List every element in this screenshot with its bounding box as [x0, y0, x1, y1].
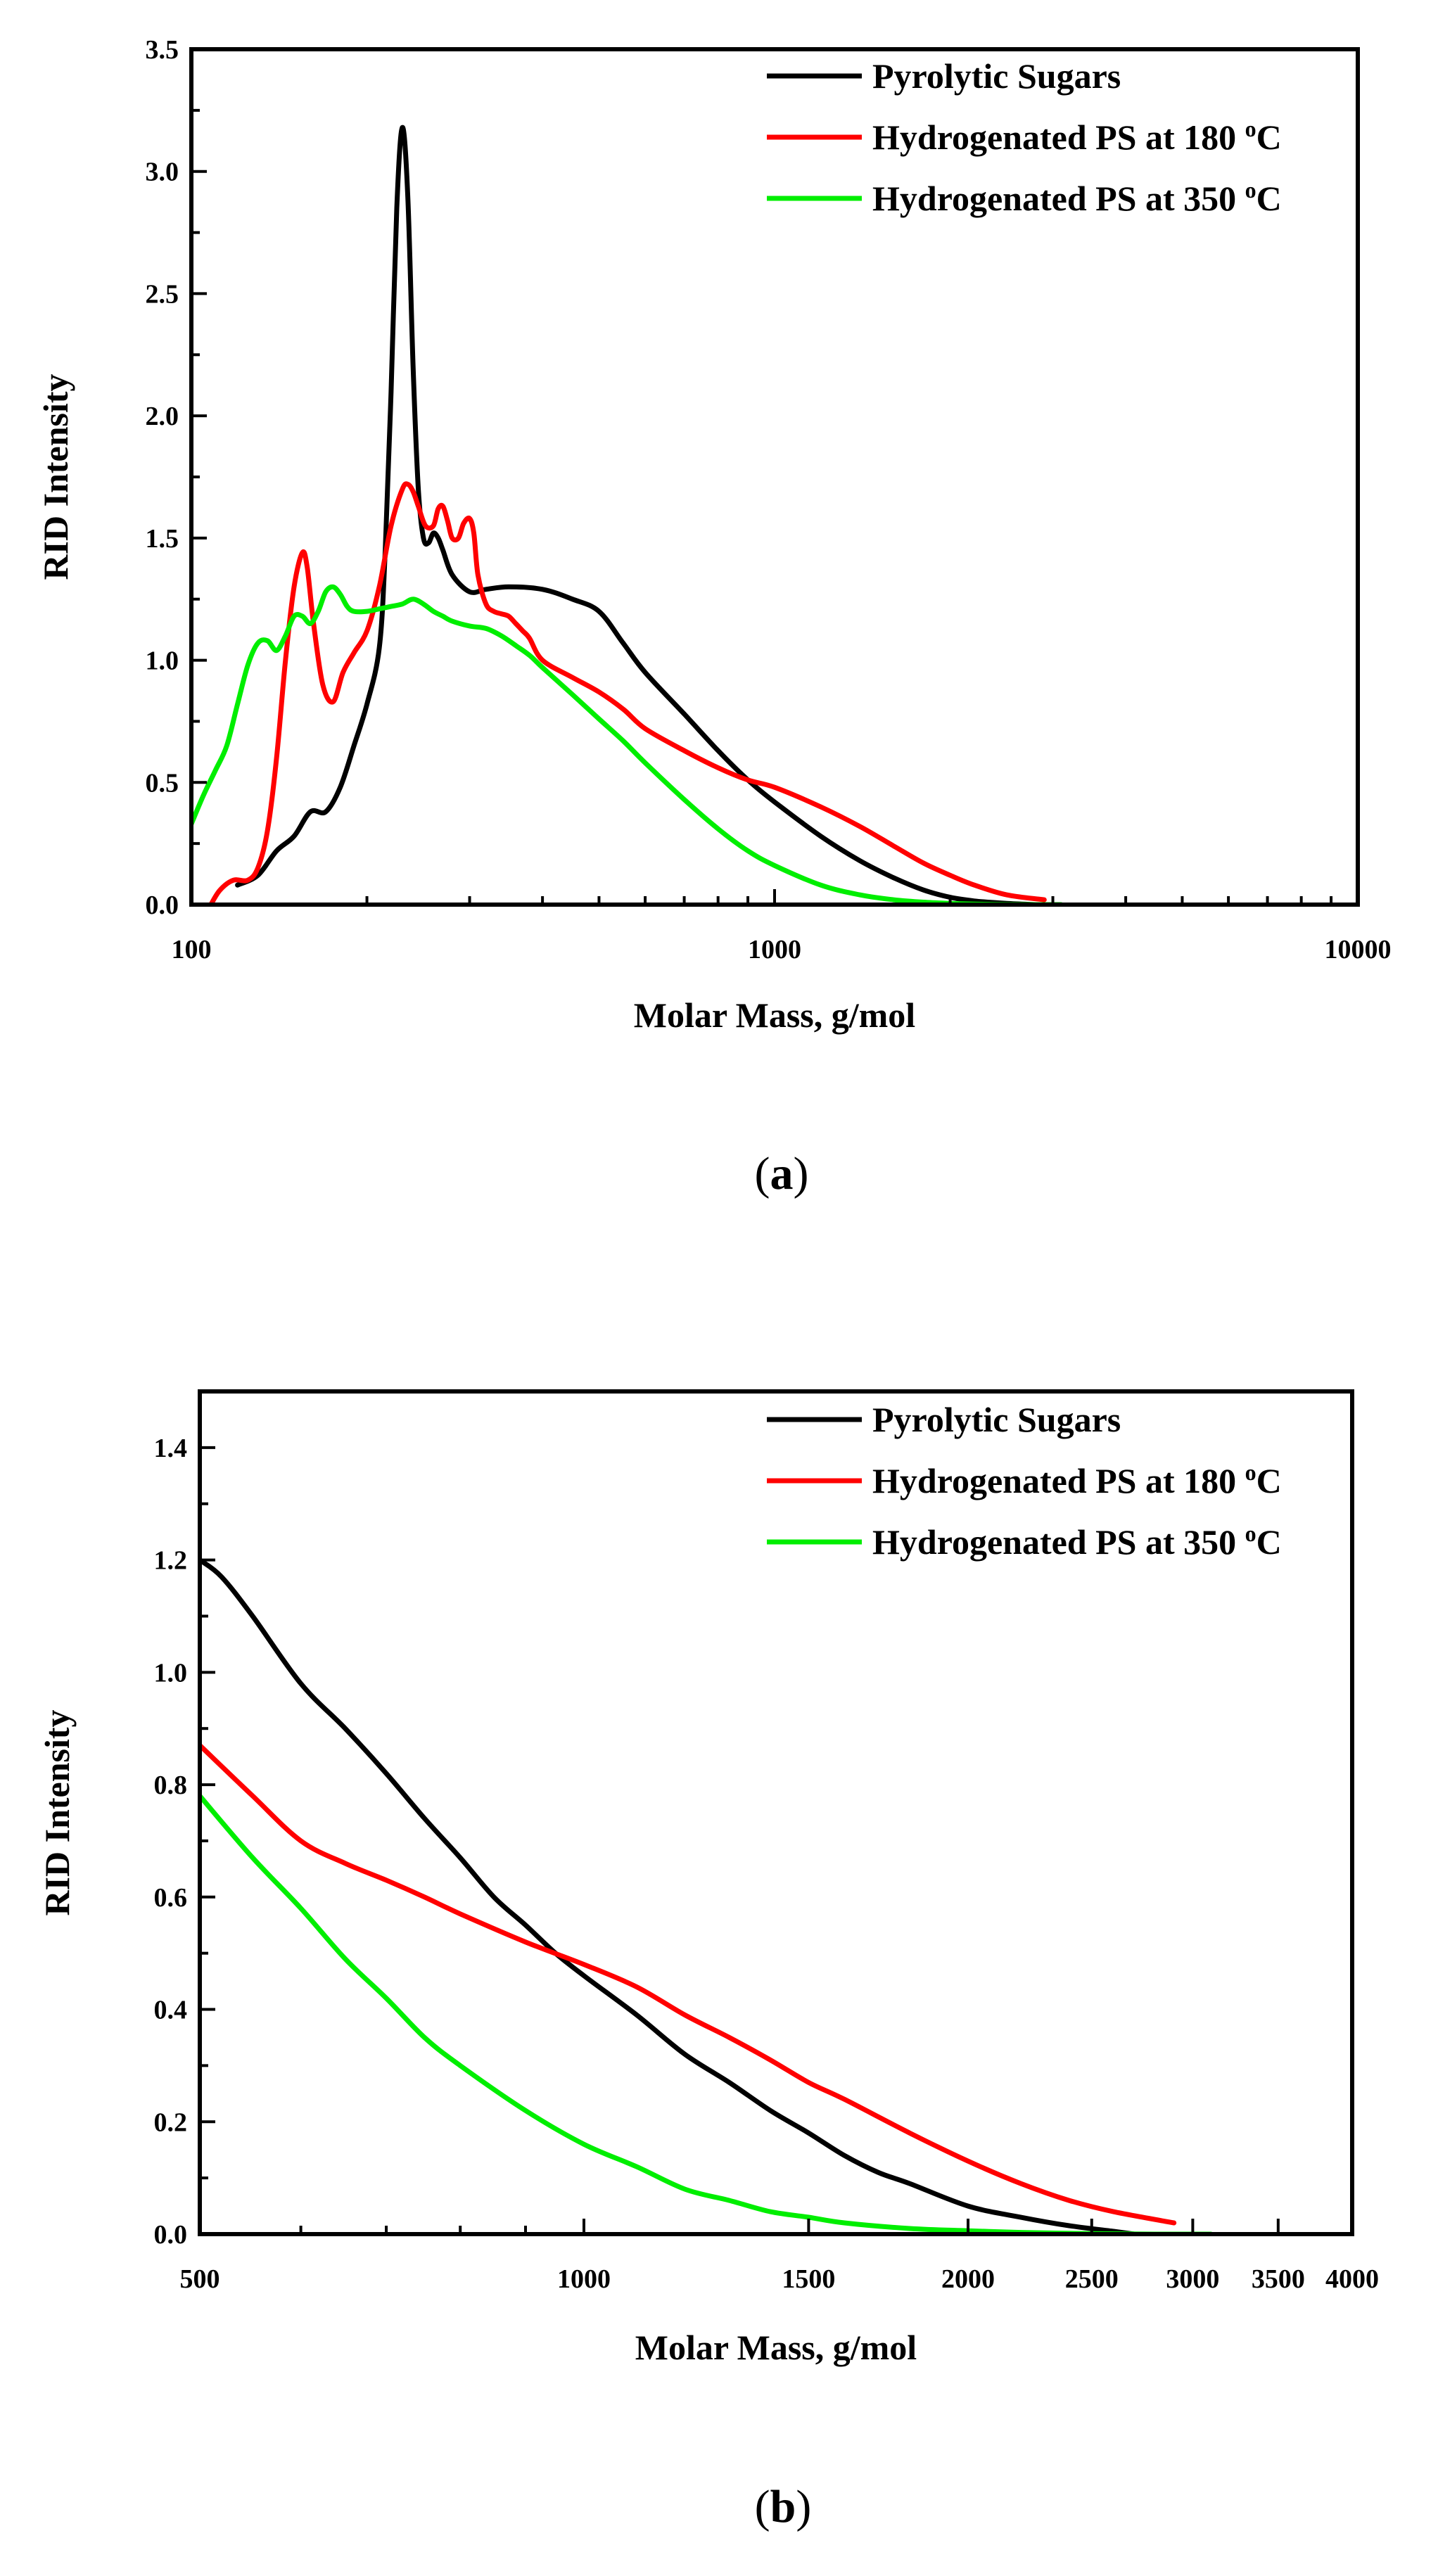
chart-panel-a: 100 1000 10000 0.0 0.5 1.0 1.5 2.0 2.5 3.0 3.5 Pyr…	[36, 35, 1392, 1199]
legend-label: Hydrogenated PS at 350 oC	[872, 1521, 1282, 1562]
series-layer-b	[200, 1557, 1214, 2234]
x-tick-label: 2000	[941, 2264, 995, 2294]
series-layer-a	[191, 125, 1064, 905]
series-line-1	[200, 1557, 1137, 2234]
plot-frame-b	[198, 1389, 1354, 2236]
plot-frame-a	[189, 47, 1360, 907]
ticks-layer-a: 100 1000 10000 0.0 0.5 1.0 1.5 2.0 2.5 3.0 3.5	[146, 35, 1392, 964]
y-tick-label: 0.2	[154, 2108, 188, 2137]
y-tick-label: 1.0	[154, 1658, 188, 1688]
y-tick-label: 0.5	[146, 768, 179, 798]
legend-label: Hydrogenated PS at 350 oC	[872, 177, 1282, 218]
panel-caption-b: (b)	[755, 2481, 812, 2532]
y-tick-label: 2.0	[146, 402, 179, 431]
y-tick-label: 0.0	[146, 891, 179, 920]
y-tick-label: 2.5	[146, 279, 179, 309]
series-line-1	[235, 125, 1038, 905]
x-tick-label: 3500	[1252, 2264, 1305, 2294]
y-tick-label: 0.4	[154, 1996, 188, 2025]
legend-label: Hydrogenated PS at 180 oC	[872, 1460, 1282, 1500]
y-tick-label: 1.4	[154, 1434, 188, 1463]
series-line-2	[200, 1742, 1177, 2226]
y-tick-label: 1.0	[146, 646, 179, 676]
x-tick-label: 500	[180, 2264, 220, 2294]
series-line-2	[208, 481, 1047, 905]
y-axis-label-b: RID Intensity	[37, 1709, 77, 1915]
x-tick-label: 3000	[1166, 2264, 1219, 2294]
x-tick-label: 100	[172, 935, 212, 964]
ticks-layer-b: 500 1000 1500 2000 2500 3000 3500 4000 0.0 0.2 0.4…	[154, 1434, 1380, 2294]
x-tick-label: 1000	[748, 935, 801, 964]
chart-panel-b: 500 1000 1500 2000 2500 3000 3500 4000 0.0 0.2 0.4…	[37, 1389, 1380, 2532]
y-tick-label: 1.5	[146, 524, 179, 554]
series-line-3	[191, 584, 1064, 905]
legend-label: Pyrolytic Sugars	[872, 56, 1121, 96]
series-line-3	[200, 1793, 1214, 2234]
legend-a: Pyrolytic Sugars Hydrogenated PS at 180 o…	[767, 56, 1282, 218]
x-tick-label: 2500	[1065, 2264, 1119, 2294]
y-tick-label: 3.5	[146, 35, 179, 65]
x-tick-label: 4000	[1325, 2264, 1379, 2294]
x-axis-label-b: Molar Mass, g/mol	[635, 2328, 917, 2367]
y-tick-label: 3.0	[146, 158, 179, 187]
panel-caption-a: (a)	[755, 1148, 809, 1199]
legend-label: Pyrolytic Sugars	[872, 1400, 1121, 1439]
y-axis-label-a: RID Intensity	[36, 374, 75, 580]
legend-b: Pyrolytic Sugars Hydrogenated PS at 180 o…	[767, 1400, 1282, 1562]
y-tick-label: 1.2	[154, 1546, 188, 1576]
legend-label: Hydrogenated PS at 180 oC	[872, 116, 1282, 157]
y-tick-label: 0.0	[154, 2220, 188, 2250]
x-tick-label: 1500	[782, 2264, 835, 2294]
x-tick-label: 10000	[1325, 935, 1392, 964]
y-tick-label: 0.6	[154, 1883, 188, 1913]
x-axis-label-a: Molar Mass, g/mol	[634, 995, 916, 1035]
y-tick-label: 0.8	[154, 1771, 188, 1800]
x-tick-label: 1000	[557, 2264, 611, 2294]
